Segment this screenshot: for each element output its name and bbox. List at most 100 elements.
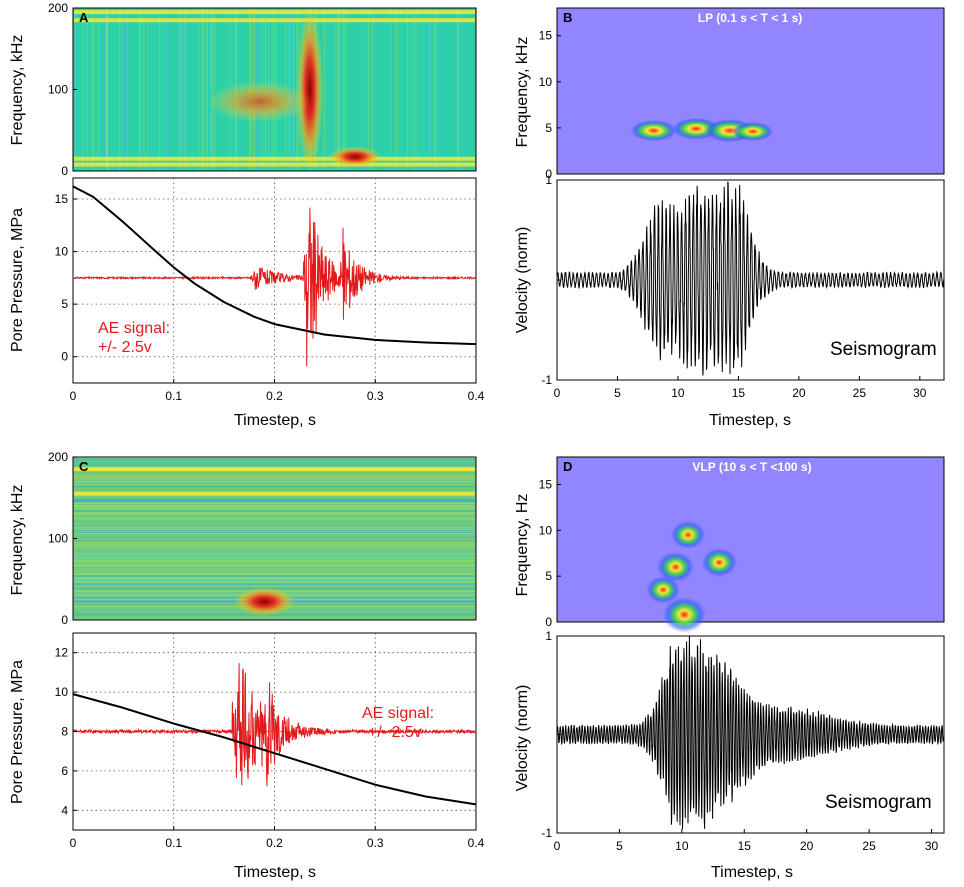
y-tick-label: 100 bbox=[48, 83, 68, 97]
panel-c-xlabel: Timestep, s bbox=[234, 864, 316, 881]
y-tick-label: 0 bbox=[61, 164, 68, 178]
panel-d-xlabel: Timestep, s bbox=[711, 864, 793, 881]
spectrogram-band bbox=[74, 156, 475, 161]
panel-b-spectrogram: B LP (0.1 s < T < 1 s) 0 5 10 15 Frequency,… bbox=[514, 7, 945, 181]
spectrogram-band bbox=[74, 467, 475, 472]
spectrogram-band bbox=[74, 162, 475, 167]
panel-c-ae-label-line2: +/- 2.5v bbox=[368, 724, 422, 741]
panel-d-spectrogram: D VLP (10 s < T <100 s) 0 5 10 15 Frequency… bbox=[514, 456, 945, 633]
y-tick-label: 0 bbox=[61, 613, 68, 627]
panel-c-pressure-plot: 0 0.1 0.2 0.3 0.4 4 6 8 10 12 AE signal: +/- 2.5… bbox=[9, 632, 485, 881]
panel-d-seismogram-label: Seismogram bbox=[825, 792, 932, 813]
panel-d-ylabel: Frequency, Hz bbox=[514, 494, 531, 597]
panel-d-title: VLP (10 s < T <100 s) bbox=[692, 460, 811, 474]
x-tick-label: 10 bbox=[671, 386, 685, 400]
panel-d-lower-ylabel: Velocity (norm) bbox=[514, 685, 531, 792]
spectrogram-hot-spot bbox=[629, 119, 678, 142]
spectrogram-band bbox=[74, 18, 475, 23]
seismogram-line bbox=[556, 636, 945, 830]
spectrogram-hot-spot bbox=[662, 596, 707, 633]
panel-b-seismogram-label: Seismogram bbox=[830, 339, 937, 360]
panel-b-seismogram-plot: 0 5 10 15 20 25 30 -1 1 Seismogram Velocity (no… bbox=[514, 173, 945, 429]
panel-a-lower-ylabel: Pore Pressure, MPa bbox=[9, 208, 26, 352]
panel-b-letter: B bbox=[563, 10, 572, 25]
y-tick-label: 4 bbox=[61, 803, 68, 817]
y-tick-label: 200 bbox=[48, 1, 68, 15]
x-tick-label: 0.2 bbox=[266, 836, 283, 850]
panel-a-ae-label-line2: +/- 2.5v bbox=[98, 339, 152, 356]
panel-c-lower-ylabel: Pore Pressure, MPa bbox=[9, 660, 26, 804]
panel-a-letter: A bbox=[79, 10, 89, 25]
x-tick-label: 0 bbox=[554, 386, 561, 400]
y-tick-label: 8 bbox=[61, 725, 68, 739]
spectrogram-band bbox=[74, 491, 475, 496]
y-tick-label: 1 bbox=[545, 629, 552, 643]
y-tick-label: 0 bbox=[61, 350, 68, 364]
x-tick-label: 30 bbox=[913, 386, 927, 400]
spectrogram-hot-spot bbox=[731, 121, 775, 142]
x-tick-label: 25 bbox=[853, 386, 867, 400]
x-tick-label: 15 bbox=[738, 839, 752, 853]
spectrogram-hot-spot bbox=[701, 547, 738, 578]
ae-signal-line bbox=[72, 207, 477, 367]
spectrogram-hot-spot bbox=[328, 146, 382, 167]
spectrogram-band bbox=[74, 10, 475, 15]
panel-c-ae-label-line1: AE signal: bbox=[362, 705, 434, 722]
x-tick-label: 0.1 bbox=[165, 836, 182, 850]
y-tick-label: 200 bbox=[48, 450, 68, 464]
panel-d-seismogram-plot: 0 5 10 15 20 25 30 -1 1 Seismogram Velocity (no… bbox=[514, 629, 945, 881]
y-tick-label: 5 bbox=[545, 121, 552, 135]
x-tick-label: 0 bbox=[70, 836, 77, 850]
y-tick-label: -1 bbox=[541, 373, 552, 387]
panel-c-spectrogram: C 0 100 200 Frequency, kHz bbox=[9, 450, 477, 627]
x-tick-label: 0.3 bbox=[367, 836, 384, 850]
x-tick-label: 0.4 bbox=[468, 836, 485, 850]
y-tick-label: 100 bbox=[48, 532, 68, 546]
panel-b-ylabel: Frequency, kHz bbox=[514, 37, 531, 148]
spectrogram-hot-spot bbox=[208, 81, 311, 123]
x-tick-label: 0.3 bbox=[367, 389, 384, 403]
y-tick-label: 0 bbox=[545, 615, 552, 629]
spectrogram-hot-spot bbox=[645, 575, 681, 604]
y-tick-label: 15 bbox=[55, 192, 69, 206]
x-tick-label: 0.1 bbox=[165, 389, 182, 403]
y-tick-label: 0 bbox=[545, 167, 552, 181]
panel-b-xlabel: Timestep, s bbox=[709, 412, 791, 429]
panel-a-pressure-plot: 0 0.1 0.2 0.3 0.4 0 5 10 15 AE signal: +/- 2.5v… bbox=[9, 177, 485, 429]
ae-signal-line bbox=[72, 663, 477, 787]
x-tick-label: 0.2 bbox=[266, 389, 283, 403]
panel-a-ylabel: Frequency, kHz bbox=[9, 35, 26, 146]
y-tick-label: 15 bbox=[539, 478, 553, 492]
panel-a-spectrogram: A 0 100 200 Frequency, kHz bbox=[9, 1, 477, 178]
x-tick-label: 5 bbox=[614, 386, 621, 400]
y-tick-label: 10 bbox=[539, 523, 553, 537]
x-tick-label: 15 bbox=[732, 386, 746, 400]
y-tick-label: 15 bbox=[539, 29, 553, 43]
x-tick-label: 20 bbox=[800, 839, 814, 853]
y-tick-label: 10 bbox=[55, 685, 69, 699]
panel-c-ylabel: Frequency, kHz bbox=[9, 485, 26, 596]
pore-pressure-line bbox=[72, 693, 477, 806]
spectrogram-hot-spot bbox=[234, 587, 295, 616]
panel-a-xlabel: Timestep, s bbox=[234, 412, 316, 429]
spectrogram-hot-spot bbox=[670, 520, 706, 550]
x-tick-label: 20 bbox=[792, 386, 806, 400]
y-tick-label: 5 bbox=[61, 297, 68, 311]
y-tick-label: -1 bbox=[541, 826, 552, 840]
x-tick-label: 25 bbox=[862, 839, 876, 853]
x-tick-label: 5 bbox=[616, 839, 623, 853]
y-tick-label: 5 bbox=[545, 569, 552, 583]
x-tick-label: 30 bbox=[925, 839, 939, 853]
x-tick-label: 0 bbox=[70, 389, 77, 403]
y-tick-label: 6 bbox=[61, 764, 68, 778]
panel-c-letter: C bbox=[79, 459, 89, 474]
panel-b-lower-ylabel: Velocity (norm) bbox=[514, 227, 531, 334]
y-tick-label: 10 bbox=[539, 75, 553, 89]
x-tick-label: 0.4 bbox=[468, 389, 485, 403]
pore-pressure-line bbox=[72, 185, 477, 346]
panel-d-letter: D bbox=[563, 459, 572, 474]
panel-a-ae-label-line1: AE signal: bbox=[98, 320, 170, 337]
y-tick-label: 10 bbox=[55, 245, 69, 259]
y-tick-label: 12 bbox=[55, 646, 69, 660]
